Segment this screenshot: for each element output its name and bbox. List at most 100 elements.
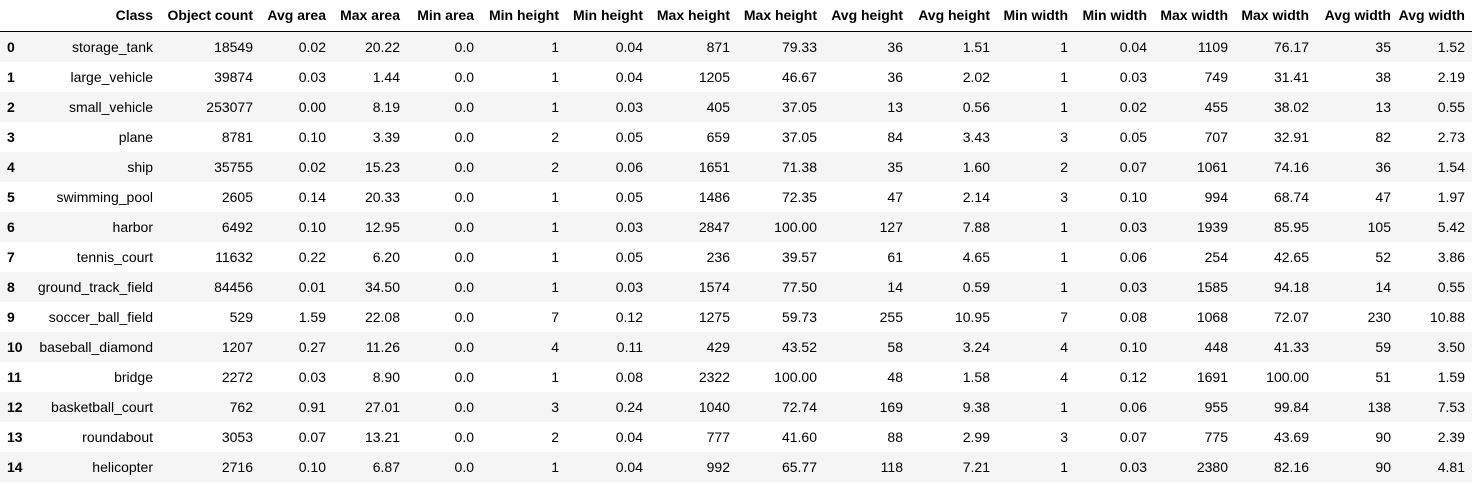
table-cell: 0.03	[615, 99, 643, 115]
table-cell: 13.21	[364, 429, 400, 445]
table-cell: 0.91	[298, 399, 326, 415]
table-cell: 0.08	[1119, 309, 1147, 325]
table-cell: 707	[1204, 129, 1228, 145]
table-cell: 36	[1375, 159, 1391, 175]
table-cell: 22.08	[364, 309, 400, 325]
table-row: 1 large_vehicle 39874 0.03 1.44 0.0 1 0.04 1205 4…	[0, 62, 1472, 92]
table-cell: 34.50	[364, 279, 400, 295]
table-cell: 0.14	[298, 189, 326, 205]
table-cell: 0.0	[454, 129, 474, 145]
column-header: Min width	[997, 0, 1075, 32]
table-cell: 74.16	[1273, 159, 1309, 175]
table-cell: 85.95	[1273, 219, 1309, 235]
table-header: Class Object count Avg area Max area Min are…	[0, 0, 1472, 32]
table-cell: 4.81	[1437, 459, 1465, 475]
table-cell: 46.67	[781, 69, 817, 85]
table-cell: 1	[551, 369, 559, 385]
table-row: 6 harbor 6492 0.10 12.95 0.0 1 0.03 2847 100.00 12…	[0, 212, 1472, 242]
table-cell: 11.26	[366, 339, 400, 355]
table-cell: 138	[1367, 399, 1391, 415]
table-cell: 35755	[214, 159, 253, 175]
table-row: 8 ground_track_field 84456 0.01 34.50 0.0 1 0.0…	[0, 272, 1472, 302]
table-cell: 0.27	[298, 339, 326, 355]
row-index: 5	[7, 189, 15, 205]
table-cell: 0.0	[454, 69, 474, 85]
table-cell: 4	[551, 339, 559, 355]
row-index: 11	[7, 369, 22, 385]
header-row: Class Object count Avg area Max area Min are…	[0, 0, 1472, 32]
table-cell: 0.07	[1119, 429, 1147, 445]
column-header: Max height	[650, 0, 737, 32]
table-cell: 2847	[698, 219, 730, 235]
table-cell: 38	[1375, 69, 1391, 85]
table-cell: 0.56	[962, 99, 990, 115]
table-cell: 48	[887, 369, 903, 385]
table-cell: 749	[1204, 69, 1228, 85]
table-cell: 9.38	[962, 399, 990, 415]
row-index: 10	[7, 339, 23, 355]
column-header: Object count	[160, 0, 260, 32]
table-cell: 5.42	[1437, 219, 1465, 235]
table-cell: 47	[887, 189, 903, 205]
row-index: 1	[7, 69, 15, 85]
table-cell: 0.0	[454, 369, 474, 385]
column-header: Min height	[566, 0, 650, 32]
table-cell: 1	[551, 69, 559, 85]
table-cell: 0.12	[615, 309, 643, 325]
table-cell: 762	[229, 399, 253, 415]
table-cell: 100.00	[1266, 369, 1309, 385]
table-cell: 1.52	[1437, 39, 1465, 55]
table-cell: 82	[1375, 129, 1391, 145]
table-cell: 254	[1204, 249, 1228, 265]
table-cell: 0.05	[615, 189, 643, 205]
table-row: 0 storage_tank 18549 0.02 20.22 0.0 1 0.04 871 79…	[0, 31, 1472, 62]
column-header: Avg width	[1316, 0, 1398, 32]
table-cell: 27.01	[364, 399, 400, 415]
table-cell: 43.52	[781, 339, 817, 355]
table-cell: 31.41	[1273, 69, 1309, 85]
table-cell: 1	[551, 39, 559, 55]
class-name-cell: roundabout	[82, 429, 153, 445]
table-cell: 47	[1375, 189, 1391, 205]
class-name-cell: storage_tank	[72, 39, 153, 55]
table-cell: 7	[551, 309, 559, 325]
table-cell: 1	[1060, 459, 1068, 475]
class-name-cell: tennis_court	[76, 249, 153, 265]
table-cell: 41.33	[1273, 339, 1309, 355]
table-cell: 61	[887, 249, 903, 265]
row-index: 9	[7, 309, 15, 325]
table-cell: 0.0	[454, 249, 474, 265]
table-cell: 455	[1204, 99, 1228, 115]
class-name-cell: basketball_court	[51, 399, 153, 415]
table-cell: 59	[1375, 339, 1391, 355]
table-cell: 15.23	[364, 159, 400, 175]
table-cell: 0.06	[1119, 249, 1147, 265]
class-name-cell: helicopter	[92, 459, 153, 475]
row-index: 8	[7, 279, 15, 295]
table-cell: 59.73	[781, 309, 817, 325]
table-cell: 7.53	[1437, 399, 1465, 415]
table-row: 4 ship 35755 0.02 15.23 0.0 2 0.06 1651 71.38 35 1.…	[0, 152, 1472, 182]
table-cell: 39874	[214, 69, 253, 85]
table-cell: 0.06	[1119, 399, 1147, 415]
table-cell: 2716	[221, 459, 253, 475]
row-index: 12	[7, 399, 23, 415]
table-cell: 82.16	[1273, 459, 1309, 475]
table-cell: 0.02	[298, 159, 326, 175]
table-cell: 1651	[698, 159, 730, 175]
table-cell: 76.17	[1273, 39, 1309, 55]
table-cell: 253077	[206, 99, 253, 115]
table-cell: 36	[887, 69, 903, 85]
table-cell: 0.0	[454, 399, 474, 415]
table-cell: 1	[1060, 219, 1068, 235]
table-cell: 0.03	[1119, 219, 1147, 235]
table-cell: 0.05	[1119, 129, 1147, 145]
table-cell: 0.10	[1119, 189, 1147, 205]
column-header: Max width	[1154, 0, 1235, 32]
table-cell: 6492	[221, 219, 253, 235]
table-cell: 0.0	[454, 219, 474, 235]
table-cell: 0.04	[1119, 39, 1147, 55]
table-cell: 448	[1204, 339, 1228, 355]
column-header: Class	[30, 0, 160, 32]
table-cell: 3.43	[962, 129, 990, 145]
